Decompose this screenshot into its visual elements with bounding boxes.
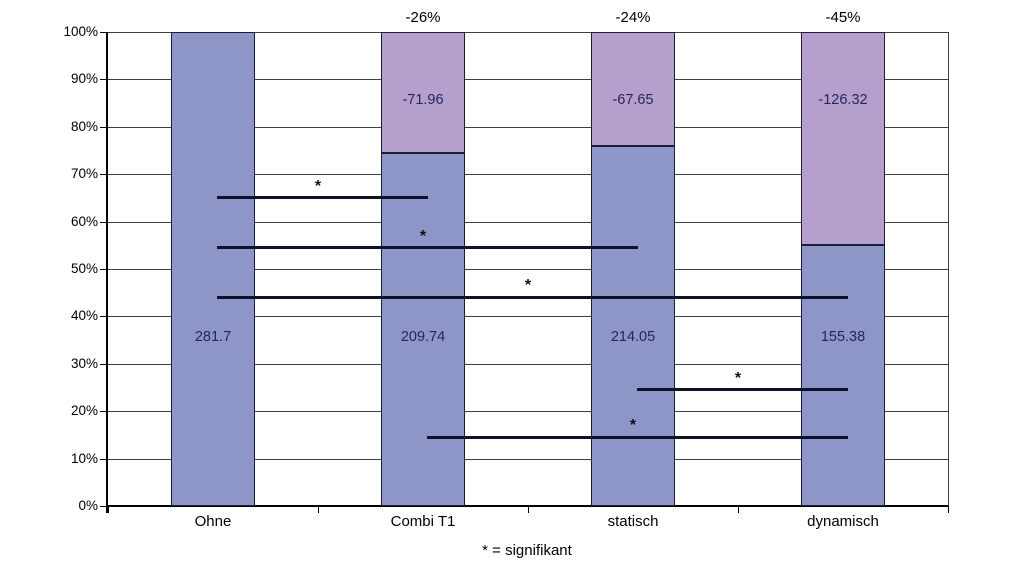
y-axis-label-20%: 20% (70, 403, 98, 419)
top-label-dynamisch: -45% (825, 9, 861, 26)
y-axis-label-40%: 40% (70, 308, 98, 324)
bar-label-Combi T1-reduction: -71.96 (402, 92, 444, 108)
x-tick-4 (948, 506, 949, 513)
y-tick-30% (100, 363, 106, 365)
sig-marker-Ohne-vs-statisch: * (419, 227, 427, 245)
y-axis-line (106, 32, 108, 513)
gridline-90 (108, 79, 948, 81)
y-tick-50% (100, 269, 106, 270)
y-tick-60% (100, 221, 106, 223)
sig-marker-Ohne-vs-Combi T1: * (314, 177, 322, 195)
bar-statisch-value (591, 145, 675, 506)
gridline-10 (108, 458, 948, 460)
x-axis-label-Combi T1: Combi T1 (390, 513, 456, 530)
y-axis-label-70%: 70% (70, 166, 98, 182)
top-label-statisch: -24% (615, 9, 651, 26)
bar-Combi T1-value (381, 153, 465, 506)
y-axis-label-50%: 50% (70, 261, 98, 276)
gridline-60 (108, 221, 948, 223)
x-axis-label-Ohne: Ohne (194, 513, 232, 530)
bar-statisch-reduction (591, 32, 675, 146)
gridline-50 (108, 269, 948, 270)
y-axis-label-0%: 0% (78, 498, 98, 513)
y-tick-80% (100, 126, 106, 128)
gridline-40 (108, 316, 948, 318)
bar-label-Combi T1-value: 209.74 (400, 329, 446, 345)
y-axis-label-80%: 80% (70, 118, 98, 134)
gridline-80 (108, 126, 948, 128)
x-tick-1 (318, 506, 319, 513)
x-tick-0 (108, 506, 109, 513)
plot-right-border (948, 32, 949, 506)
bar-label-statisch-reduction: -67.65 (612, 92, 654, 108)
y-axis-label-30%: 30% (70, 355, 98, 371)
bar-Combi T1-reduction (381, 32, 465, 154)
bar-label-Ohne-value: 281.7 (194, 329, 232, 345)
y-tick-20% (100, 411, 106, 413)
sig-line-statisch-vs-dynamisch (637, 388, 848, 392)
y-axis-label-90%: 90% (70, 71, 98, 87)
sig-marker-Ohne-vs-dynamisch: * (524, 277, 532, 295)
top-label-Combi T1: -26% (405, 9, 441, 26)
y-tick-0% (100, 506, 106, 507)
sig-line-Ohne-vs-dynamisch (217, 295, 848, 299)
x-tick-3 (738, 506, 739, 513)
bar-Ohne-value (171, 32, 255, 506)
bar-dynamisch-value (801, 244, 885, 506)
x-axis-label-dynamisch: dynamisch (807, 513, 879, 530)
sig-line-Ohne-vs-Combi T1 (217, 196, 428, 200)
x-axis-line (106, 505, 948, 507)
sig-line-Combi T1-vs-dynamisch (427, 435, 848, 439)
bar-label-dynamisch-value: 155.38 (820, 329, 866, 345)
bar-label-dynamisch-reduction: -126.32 (818, 92, 868, 108)
y-tick-70% (100, 174, 106, 176)
gridline-70 (108, 174, 948, 176)
bar-label-statisch-value: 214.05 (610, 329, 656, 345)
gridline-30 (108, 363, 948, 365)
gridline-20 (108, 411, 948, 413)
sig-line-Ohne-vs-statisch (217, 246, 638, 250)
y-tick-100% (100, 32, 106, 33)
y-axis-label-10%: 10% (70, 450, 98, 466)
footnote-signifikant: * = signifikant (482, 542, 572, 559)
bar-dynamisch-reduction (801, 32, 885, 245)
y-axis-label-60%: 60% (70, 213, 98, 229)
y-tick-40% (100, 316, 106, 318)
y-axis-label-100%: 100% (63, 24, 98, 39)
gridline-100 (108, 32, 948, 33)
y-tick-90% (100, 79, 106, 81)
x-tick-2 (528, 506, 529, 513)
x-axis-label-statisch: statisch (607, 513, 659, 530)
sig-marker-statisch-vs-dynamisch: * (734, 369, 742, 387)
y-tick-10% (100, 458, 106, 460)
sig-marker-Combi T1-vs-dynamisch: * (629, 417, 637, 435)
